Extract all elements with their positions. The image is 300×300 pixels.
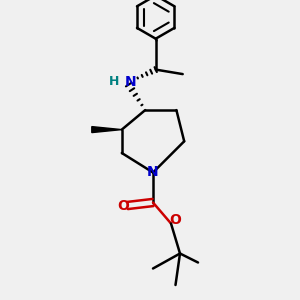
Text: N: N <box>147 166 159 179</box>
Text: O: O <box>169 214 181 227</box>
Polygon shape <box>92 127 122 133</box>
Text: O: O <box>117 199 129 212</box>
Text: H: H <box>109 75 119 88</box>
Text: N: N <box>124 75 136 88</box>
